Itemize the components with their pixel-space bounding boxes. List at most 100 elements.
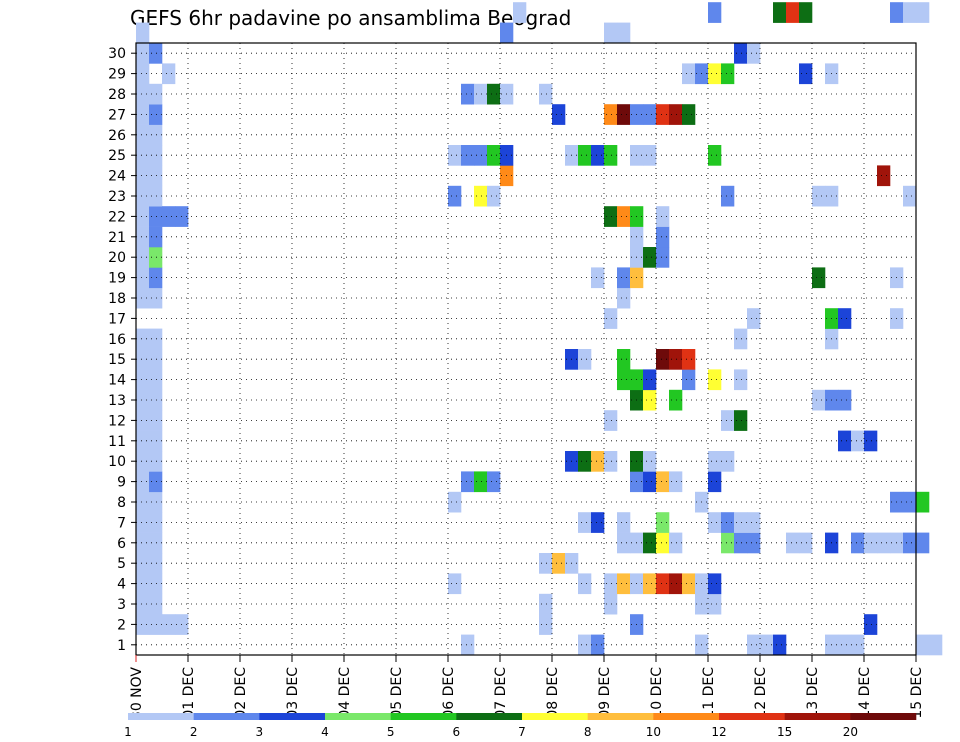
y-tick-label: 12 <box>108 413 126 429</box>
heatmap-cell <box>474 83 488 105</box>
heatmap-cell <box>747 634 761 656</box>
heatmap-cell <box>149 83 163 105</box>
heatmap-cell <box>136 104 150 125</box>
heatmap-cell <box>604 308 618 329</box>
heatmap-cell <box>669 389 683 411</box>
heatmap-cell <box>643 145 657 166</box>
heatmap-cell <box>669 471 683 493</box>
legend-swatch <box>193 713 260 720</box>
heatmap-cell <box>448 185 462 207</box>
heatmap-cell <box>149 512 163 533</box>
heatmap-cell <box>552 553 566 574</box>
heatmap-cell <box>708 145 722 166</box>
heatmap-cell <box>643 369 657 391</box>
legend-swatch <box>587 713 654 720</box>
y-tick-label: 29 <box>108 67 126 83</box>
heatmap-cell <box>604 104 618 125</box>
heatmap-cell <box>656 247 670 268</box>
heatmap-cell <box>604 573 618 595</box>
heatmap-cell <box>656 471 670 493</box>
heatmap-cell <box>747 43 761 64</box>
heatmap-cell <box>903 185 917 207</box>
y-tick-label: 16 <box>108 332 126 348</box>
heatmap-cell <box>136 328 150 350</box>
heatmap-cell <box>721 512 735 533</box>
heatmap-cell <box>136 410 150 431</box>
heatmap-cell <box>838 308 852 329</box>
heatmap-cell <box>773 2 787 23</box>
heatmap-cell <box>461 83 475 105</box>
heatmap-cell <box>708 2 722 23</box>
heatmap-cell <box>643 573 657 595</box>
heatmap-cell <box>149 124 163 146</box>
heatmap-cell <box>643 532 657 554</box>
x-tick-label: 15 DEC <box>909 667 925 719</box>
y-tick-label: 1 <box>117 638 126 654</box>
y-tick-label: 24 <box>108 169 126 185</box>
heatmap-cell <box>136 369 150 391</box>
x-tick-label: 03 DEC <box>285 667 301 719</box>
heatmap-cell <box>799 63 813 85</box>
heatmap-cell <box>149 593 163 615</box>
heatmap-cell <box>656 573 670 595</box>
y-tick-label: 5 <box>117 556 126 572</box>
heatmap-cell <box>604 145 618 166</box>
heatmap-cell <box>136 451 150 472</box>
heatmap-cell <box>539 553 553 574</box>
legend-label: 15 <box>777 725 792 739</box>
heatmap-cell <box>916 491 930 513</box>
heatmap-cell <box>591 634 605 656</box>
heatmap-cell <box>799 2 813 23</box>
heatmap-cell <box>617 512 631 533</box>
heatmap-cell <box>591 145 605 166</box>
heatmap-cell <box>149 573 163 595</box>
x-tick-label: 11 DEC <box>701 667 717 719</box>
y-tick-label: 20 <box>108 250 126 266</box>
heatmap-cell <box>708 512 722 533</box>
heatmap-cell <box>578 349 592 370</box>
y-tick-label: 25 <box>108 148 126 164</box>
heatmap-cell <box>578 573 592 595</box>
heatmap-cell <box>474 145 488 166</box>
heatmap-cell <box>851 532 865 554</box>
legend-swatch <box>390 713 457 720</box>
heatmap-cell <box>734 328 748 350</box>
heatmap-cell <box>461 145 475 166</box>
y-tick-label: 6 <box>117 536 126 552</box>
heatmap-cell <box>682 104 696 125</box>
heatmap-cell <box>539 614 553 635</box>
heatmap-cell <box>604 593 618 615</box>
heatmap-cell <box>136 389 150 411</box>
y-tick-label: 30 <box>108 46 126 62</box>
heatmap-cell <box>513 2 527 23</box>
heatmap-cell <box>578 451 592 472</box>
heatmap-cell <box>617 532 631 554</box>
legend-swatch <box>259 713 326 720</box>
heatmap-cell <box>734 512 748 533</box>
heatmap-cell <box>136 226 150 248</box>
heatmap-cell <box>812 267 826 289</box>
heatmap-cell <box>747 532 761 554</box>
heatmap-cell <box>136 247 150 268</box>
heatmap-cell <box>903 532 917 554</box>
y-tick-label: 17 <box>108 311 126 327</box>
plot-frame <box>135 42 917 656</box>
heatmap-cell <box>149 328 163 350</box>
heatmap-cell <box>838 634 852 656</box>
heatmap-cell <box>617 287 631 309</box>
heatmap-cell <box>136 614 150 635</box>
heatmap-cell <box>734 43 748 64</box>
legend-label: 7 <box>518 725 526 739</box>
y-tick-label: 14 <box>108 373 126 389</box>
heatmap-cell <box>149 491 163 513</box>
heatmap-cell <box>617 267 631 289</box>
heatmap-cell <box>136 165 150 187</box>
legend-swatch <box>456 713 523 720</box>
heatmap-cell <box>708 451 722 472</box>
heatmap-cell <box>149 349 163 370</box>
x-tick-label: 13 DEC <box>805 667 821 719</box>
heatmap-cell <box>149 451 163 472</box>
heatmap-cell <box>461 471 475 493</box>
heatmap-cell <box>149 369 163 391</box>
